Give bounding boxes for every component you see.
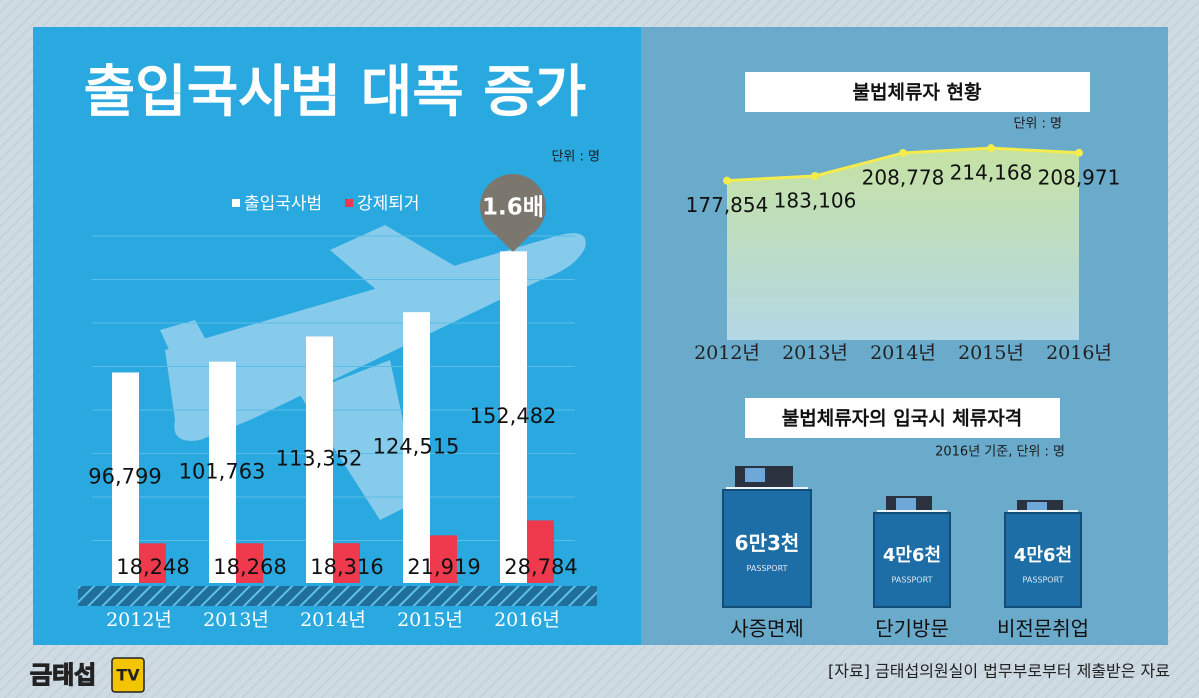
legend-swatch <box>345 199 353 207</box>
bar <box>333 543 360 583</box>
chart-base <box>78 586 597 606</box>
plane-illustration <box>160 225 586 520</box>
grid <box>92 235 575 541</box>
value-label: 177,854 <box>686 193 769 217</box>
banner <box>745 72 1090 112</box>
x-tick-label: 2016년 <box>494 609 560 631</box>
point <box>987 144 995 153</box>
point <box>811 171 819 180</box>
value-label: 113,352 <box>276 447 363 471</box>
passport <box>1004 512 1082 608</box>
x-tick-label: 2013년 <box>782 342 848 364</box>
note: 2016년 기준, 단위 : 명 <box>935 445 1065 460</box>
value-label: 28,784 <box>504 555 577 579</box>
bar <box>403 312 430 583</box>
value-label: 96,799 <box>88 465 161 489</box>
passport-amount: 4만6천 <box>1014 545 1072 566</box>
passport-tab-accent <box>896 498 916 512</box>
point <box>899 148 907 157</box>
x-tick-label: 2012년 <box>694 342 760 364</box>
value-label: 101,763 <box>179 459 266 483</box>
value-label: 124,515 <box>373 435 460 459</box>
logo: 금태섭 TV <box>29 657 145 693</box>
banner <box>745 398 1060 438</box>
value-label: 214,168 <box>950 161 1033 185</box>
point <box>1075 148 1083 157</box>
value-label: 183,106 <box>774 188 857 212</box>
logo-mark: TV <box>116 666 140 685</box>
legend-swatch <box>232 199 240 207</box>
area-fill <box>727 148 1079 340</box>
value-label: 21,919 <box>407 555 480 579</box>
legend-label: 출입국사범 <box>244 194 322 214</box>
passport-amount: 6만3천 <box>735 531 800 555</box>
chart-title: 불법체류자 현황 <box>853 81 982 104</box>
bar <box>306 336 333 583</box>
bar <box>236 543 263 583</box>
value-label: 208,971 <box>1038 165 1121 189</box>
passport-label: 사증면제 <box>730 617 804 641</box>
bar <box>139 543 166 583</box>
x-tick-label: 2016년 <box>1046 342 1112 364</box>
point <box>723 176 731 185</box>
value-label: 152,482 <box>470 404 557 428</box>
x-tick-label: 2015년 <box>958 342 1024 364</box>
x-tick-label: 2013년 <box>203 609 269 631</box>
passports: 6만3천 PASSPORT 사증면제 4만6천 PASSPORT 단기방문 4만6천 PASS… <box>722 466 1089 641</box>
bar <box>527 520 554 583</box>
x-tick-label: 2015년 <box>397 609 463 631</box>
bar <box>500 251 527 583</box>
passport <box>722 489 812 608</box>
badge: 1.6배 <box>480 174 546 252</box>
value-label: 208,778 <box>862 165 945 189</box>
x-tick-label: 2014년 <box>300 609 366 631</box>
x-tick-label: 2014년 <box>870 342 936 364</box>
unit-label: 단위 : 명 <box>551 150 600 165</box>
value-label: 18,268 <box>213 555 286 579</box>
passport-label: 비전문취업 <box>997 617 1089 641</box>
passport-cover: PASSPORT <box>892 576 933 585</box>
badge-text: 1.6배 <box>482 195 544 221</box>
bar <box>112 372 139 583</box>
bar <box>209 361 236 583</box>
legend-label: 강제퇴거 <box>357 194 420 214</box>
passport-tab-accent <box>745 468 765 482</box>
source: [자료] 금태섭의원실이 법무부로부터 제출받은 자료 <box>828 662 1170 681</box>
passport-amount: 4만6천 <box>883 545 941 566</box>
passport <box>873 512 951 608</box>
bar <box>430 535 457 583</box>
unit-label: 단위 : 명 <box>1013 117 1062 132</box>
x-tick-label: 2012년 <box>106 609 172 631</box>
passport-cover: PASSPORT <box>1023 576 1064 585</box>
chart-title: 출입국사범 대폭 증가 <box>84 60 587 125</box>
value-label: 18,316 <box>310 555 383 579</box>
value-label: 18,248 <box>116 555 189 579</box>
passport-label: 단기방문 <box>875 617 949 641</box>
logo-text: 금태섭 <box>30 661 96 689</box>
passport-cover: PASSPORT <box>747 564 788 573</box>
section-title: 불법체류자의 입국시 체류자격 <box>782 408 1022 430</box>
